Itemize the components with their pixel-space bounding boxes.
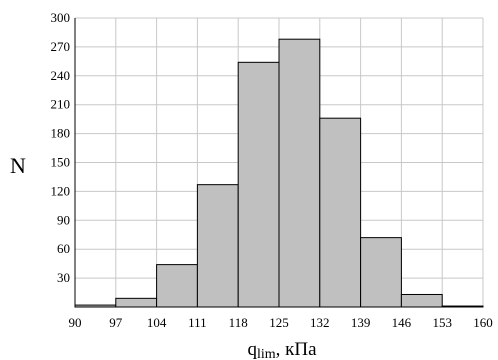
x-axis-label-main: q — [247, 339, 257, 360]
x-tick-label-7: 139 — [351, 315, 371, 330]
histogram-bar-3 — [196, 184, 239, 308]
x-tick-label-1: 97 — [109, 315, 123, 330]
bars-group — [74, 38, 484, 308]
histogram-bar-1 — [115, 297, 158, 308]
y-tick-label-3: 120 — [51, 183, 71, 198]
y-tick-label-7: 240 — [51, 68, 71, 83]
y-tick-label-9: 300 — [51, 10, 71, 25]
y-tick-label-2: 90 — [57, 212, 70, 227]
x-tick-label-9: 153 — [432, 315, 452, 330]
x-tick-label-3: 111 — [188, 315, 207, 330]
histogram-bar-6 — [319, 117, 362, 308]
x-axis-label: qlim, кПа — [247, 339, 317, 360]
x-axis-label-unit: , кПа — [276, 339, 317, 360]
x-tick-label-10: 160 — [473, 315, 493, 330]
x-tick-label-4: 118 — [229, 315, 248, 330]
x-tick-labels: 90 97 104 111 118 125 132 139 146 153 160 — [69, 315, 493, 330]
histogram-bar-5 — [278, 38, 321, 308]
axes — [74, 18, 483, 308]
x-axis-label-subscript: lim — [257, 347, 276, 360]
x-tick-label-0: 90 — [69, 315, 82, 330]
y-tick-labels: 30 60 90 120 150 180 210 240 270 300 — [51, 10, 71, 285]
histogram-bar-2 — [156, 264, 198, 308]
y-axis-label: N — [10, 153, 26, 178]
y-tick-label-8: 270 — [51, 39, 71, 54]
histogram-bar-4 — [237, 61, 280, 308]
histogram-bar-8 — [400, 293, 443, 308]
y-tick-label-5: 180 — [51, 126, 71, 141]
x-tick-label-8: 146 — [392, 315, 412, 330]
y-tick-label-1: 60 — [57, 241, 70, 256]
x-tick-label-5: 125 — [269, 315, 289, 330]
x-tick-label-6: 132 — [310, 315, 330, 330]
histogram-bar-7 — [360, 237, 402, 308]
x-tick-label-2: 104 — [147, 315, 167, 330]
y-tick-label-6: 210 — [51, 97, 71, 112]
y-tick-label-0: 30 — [57, 270, 70, 285]
y-tick-label-4: 150 — [51, 155, 71, 170]
